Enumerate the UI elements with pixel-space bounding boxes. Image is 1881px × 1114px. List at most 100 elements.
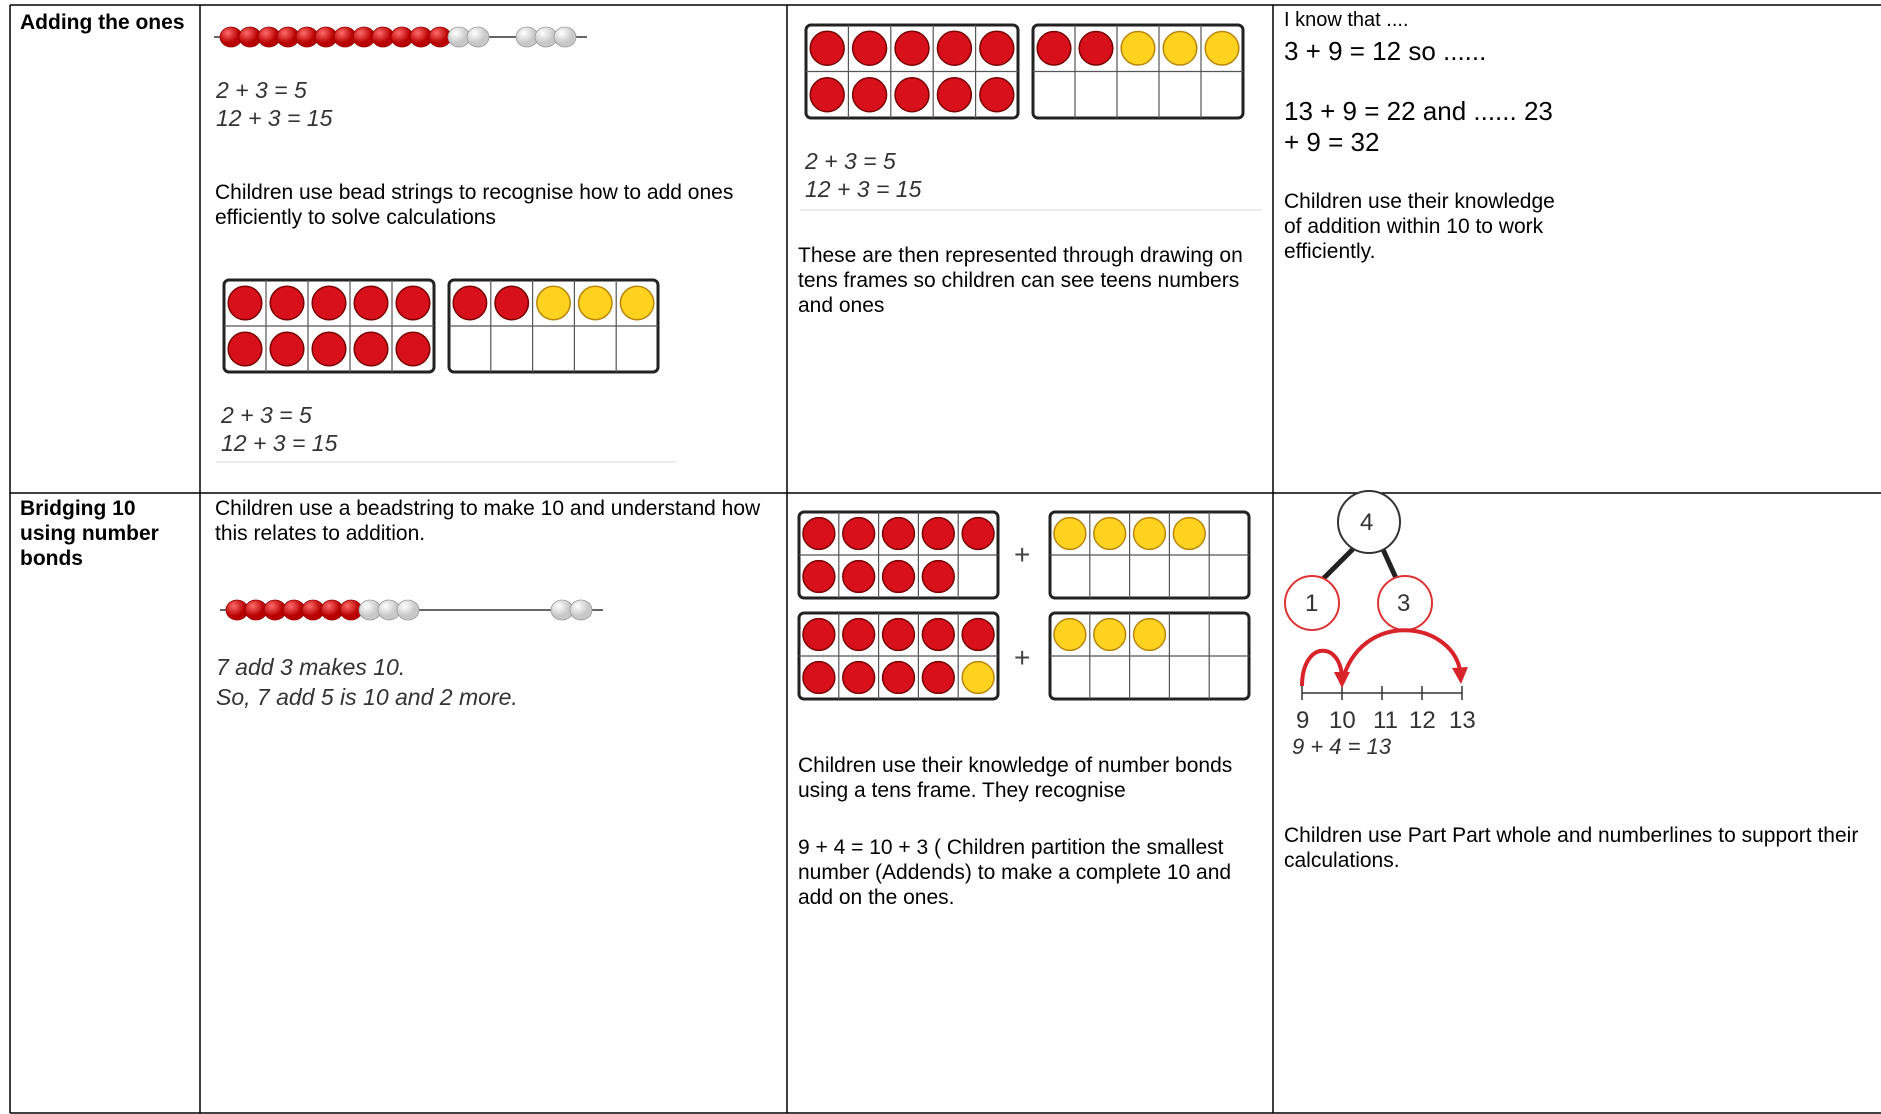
counter	[921, 559, 955, 594]
equation: 2 + 3 = 5	[805, 148, 896, 174]
counter	[961, 516, 995, 551]
counter	[619, 285, 655, 321]
bead	[569, 599, 593, 621]
counter	[881, 617, 916, 652]
counter	[269, 285, 305, 321]
number-line-label: 11	[1373, 707, 1398, 734]
equation: 12 + 3 = 15	[805, 176, 922, 202]
number-line-label: 13	[1449, 707, 1476, 734]
description: Children use a beadstring to make 10 and…	[215, 497, 761, 545]
counter	[1162, 30, 1198, 66]
counter	[921, 617, 955, 652]
bead-note: So, 7 add 5 is 10 and 2 more.	[216, 684, 518, 710]
counter	[802, 559, 836, 594]
counter	[802, 516, 836, 551]
bead	[553, 26, 577, 48]
counter	[881, 660, 916, 695]
counter	[1036, 30, 1072, 66]
description: Children use their knowledge of addition…	[1284, 190, 1555, 263]
bead-note: 7 add 3 makes 10.	[216, 654, 406, 680]
counter	[311, 285, 347, 321]
equation: 2 + 3 = 5	[216, 77, 307, 103]
statement: 3 + 9 = 12 so ......	[1284, 36, 1487, 66]
bead	[396, 599, 420, 621]
intro: I know that ....	[1284, 9, 1409, 31]
counter	[353, 285, 389, 321]
part-circle	[1284, 575, 1340, 631]
counter	[921, 660, 955, 695]
counter	[936, 30, 973, 66]
counter	[894, 30, 930, 66]
description: 9 + 4 = 10 + 3 ( Children partition the …	[798, 836, 1232, 909]
whole-label: 4	[1360, 509, 1374, 536]
row-heading: Adding the ones	[20, 11, 185, 34]
description: These are then represented through drawi…	[798, 244, 1243, 317]
counter	[936, 77, 973, 113]
equation: 9 + 4 = 13	[1292, 734, 1392, 759]
counter	[395, 285, 431, 321]
equation: 2 + 3 = 5	[221, 402, 312, 428]
jump-arrow	[1340, 628, 1462, 683]
statement: 13 + 9 = 22 and ...... 23 + 9 = 32	[1284, 96, 1553, 157]
counter	[842, 617, 876, 652]
row-heading: Bridging 10 using number bonds	[20, 497, 159, 570]
counter	[961, 660, 995, 695]
counter	[227, 285, 263, 321]
counter	[1172, 516, 1206, 551]
counter	[227, 331, 263, 367]
counter	[1053, 516, 1087, 551]
counter	[979, 77, 1015, 113]
counter	[881, 559, 916, 594]
counter	[395, 331, 431, 367]
part-label: 3	[1397, 590, 1411, 617]
counter	[1132, 516, 1167, 551]
arrow-head	[1452, 667, 1468, 684]
number-line-label: 12	[1409, 707, 1436, 734]
counter	[881, 516, 916, 551]
counter	[961, 617, 995, 652]
counter	[809, 30, 845, 66]
counter	[979, 30, 1015, 66]
counter	[1078, 30, 1114, 66]
whole-circle	[1337, 490, 1401, 554]
counter	[894, 77, 930, 113]
counter	[842, 559, 876, 594]
plus-sign: +	[1014, 539, 1031, 570]
number-line-label: 10	[1329, 707, 1356, 734]
counter	[1093, 516, 1127, 551]
counter	[1204, 30, 1240, 66]
counter	[1132, 617, 1167, 652]
part-label: 1	[1305, 590, 1319, 617]
number-line-label: 9	[1296, 707, 1310, 734]
plus-sign: +	[1014, 642, 1031, 673]
jump-arrow	[1300, 648, 1344, 687]
counter	[842, 660, 876, 695]
bead	[466, 26, 490, 48]
counter	[311, 331, 347, 367]
counter	[851, 30, 888, 66]
counter	[536, 285, 571, 321]
counter	[851, 77, 888, 113]
counter	[802, 617, 836, 652]
counter	[842, 516, 876, 551]
counter	[577, 285, 613, 321]
counter	[269, 331, 305, 367]
counter	[1093, 617, 1127, 652]
description: Children use their knowledge of number b…	[798, 754, 1233, 802]
counter	[802, 660, 836, 695]
equation: 12 + 3 = 15	[221, 430, 338, 456]
description: Children use bead strings to recognise h…	[215, 181, 734, 229]
counter	[452, 285, 488, 321]
counter	[809, 77, 845, 113]
counter	[1120, 30, 1156, 66]
counter	[921, 516, 955, 551]
counter	[494, 285, 530, 321]
equation: 12 + 3 = 15	[216, 105, 333, 131]
arrow-head	[1334, 672, 1350, 688]
branch	[1320, 543, 1359, 582]
counter	[353, 331, 389, 367]
description: Children use Part Part whole and numberl…	[1284, 824, 1859, 872]
counter	[1053, 617, 1087, 652]
